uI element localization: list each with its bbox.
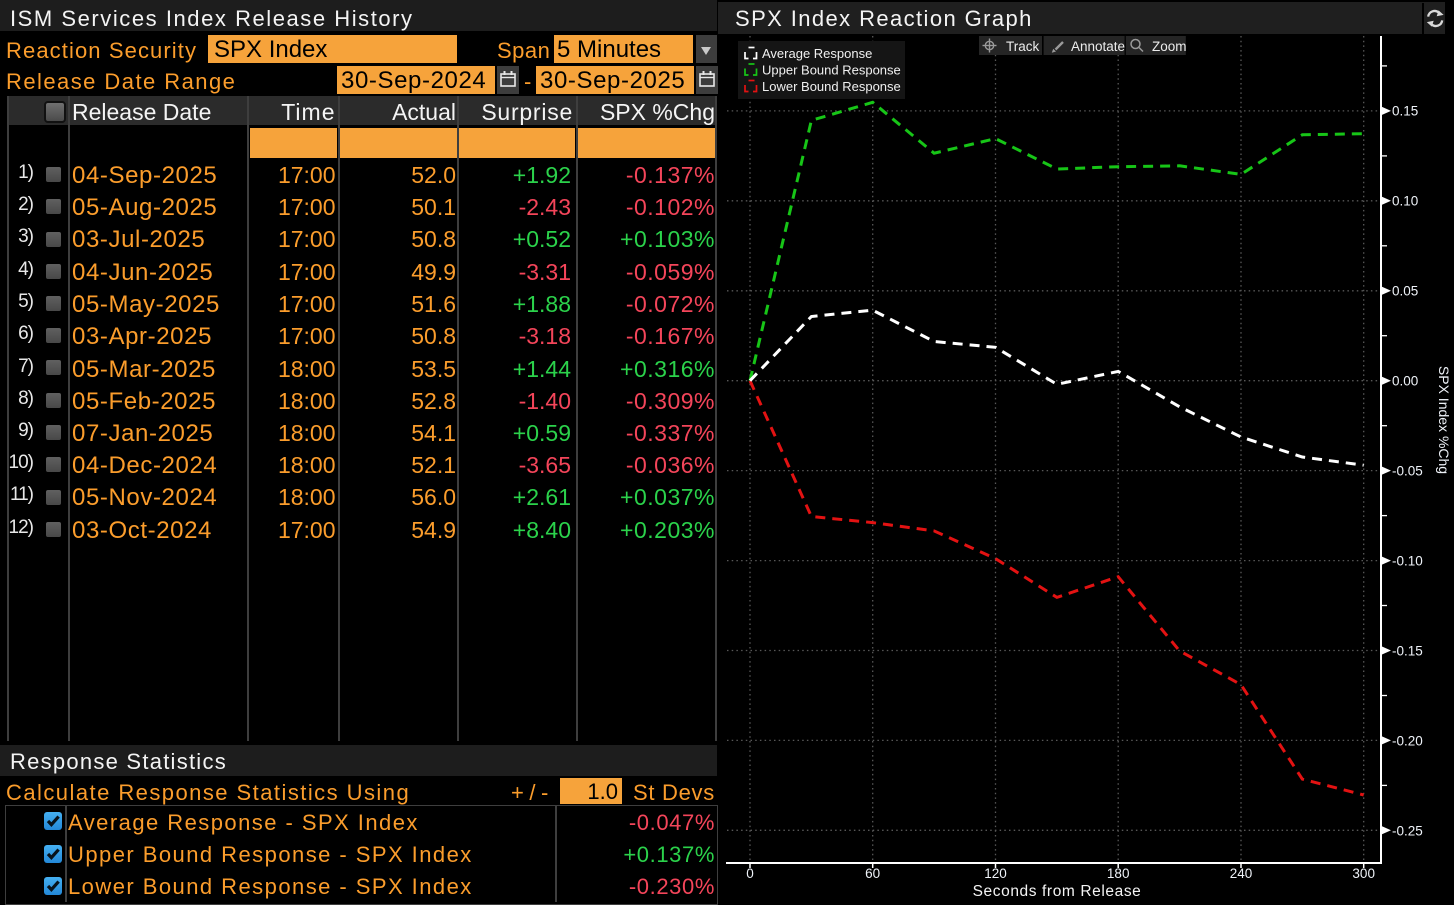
svg-text:60: 60 bbox=[865, 866, 880, 881]
svg-text:-0.25: -0.25 bbox=[1392, 824, 1423, 839]
svg-text:Average Response: Average Response bbox=[762, 46, 872, 61]
svg-text:SPX Index Reaction Graph: SPX Index Reaction Graph bbox=[735, 6, 1033, 31]
svg-text:Lower Bound Response: Lower Bound Response bbox=[762, 79, 901, 94]
svg-text:Track: Track bbox=[1006, 39, 1039, 54]
svg-text:0.00: 0.00 bbox=[1392, 374, 1418, 389]
svg-text:SPX Index %Chg: SPX Index %Chg bbox=[1436, 366, 1452, 474]
svg-text:0.05: 0.05 bbox=[1392, 284, 1418, 299]
svg-text:Annotate: Annotate bbox=[1071, 39, 1125, 54]
svg-text:300: 300 bbox=[1352, 866, 1375, 881]
svg-text:Upper Bound Response: Upper Bound Response bbox=[762, 63, 901, 78]
svg-text:180: 180 bbox=[1107, 866, 1130, 881]
svg-text:120: 120 bbox=[984, 866, 1007, 881]
svg-text:-0.10: -0.10 bbox=[1392, 554, 1423, 569]
svg-text:-0.05: -0.05 bbox=[1392, 464, 1423, 479]
svg-text:0: 0 bbox=[746, 866, 754, 881]
svg-text:240: 240 bbox=[1230, 866, 1253, 881]
svg-text:-0.15: -0.15 bbox=[1392, 644, 1423, 659]
svg-text:Seconds from Release: Seconds from Release bbox=[973, 883, 1142, 900]
svg-text:-0.20: -0.20 bbox=[1392, 734, 1423, 749]
svg-text:Zoom: Zoom bbox=[1152, 39, 1187, 54]
svg-text:0.10: 0.10 bbox=[1392, 194, 1418, 209]
svg-text:0.15: 0.15 bbox=[1392, 104, 1418, 119]
